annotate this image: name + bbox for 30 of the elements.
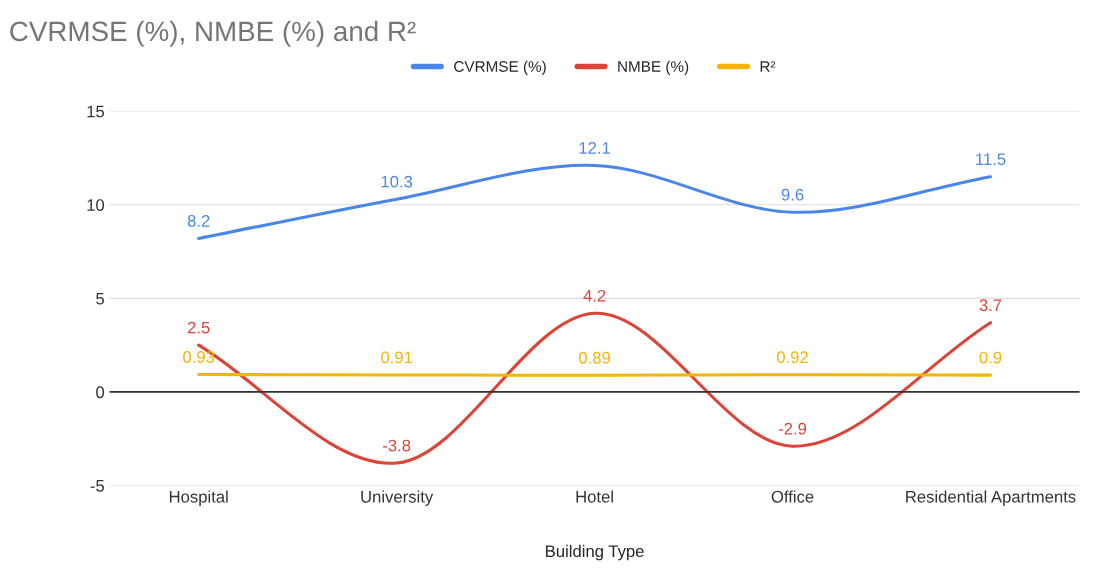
data-label: 2.5 [187, 321, 210, 334]
x-axis-title: Building Type [546, 544, 644, 561]
data-label: 0.89 [579, 351, 611, 364]
y-tick-label: 0 [96, 386, 105, 399]
data-label: -2.9 [778, 422, 807, 435]
x-tick-label: Residential Apartments [906, 490, 1076, 506]
data-label: 8.2 [187, 215, 210, 227]
x-tick-label: Hospital [169, 490, 228, 506]
data-label: 0.9 [979, 351, 1002, 364]
data-label: -3.8 [383, 439, 411, 452]
data-label: 0.92 [776, 351, 808, 364]
chart-title: CVRMSE (%), NMBE (%) and R² [10, 20, 416, 47]
data-label: 10.3 [381, 175, 413, 188]
data-label: 12.1 [579, 142, 610, 154]
x-tick-label: Office [771, 490, 814, 503]
data-label: 11.5 [976, 153, 1006, 166]
data-label: 4.2 [583, 289, 606, 302]
data-label: 0.91 [381, 351, 413, 364]
legend-label: R² [760, 61, 776, 72]
x-tick-label: Hotel [576, 490, 613, 503]
legend-label: CVRMSE (%) [454, 60, 546, 75]
y-tick-label: -5 [90, 480, 105, 492]
data-label: 0.93 [183, 351, 215, 363]
y-tick-label: 10 [87, 199, 105, 211]
data-label: 9.6 [781, 188, 804, 201]
y-tick-label: 15 [87, 105, 105, 118]
y-tick-label: 5 [96, 292, 105, 305]
data-label: 3.7 [979, 299, 1002, 312]
legend-label: NMBE (%) [618, 60, 689, 75]
x-tick-label: University [361, 490, 434, 506]
